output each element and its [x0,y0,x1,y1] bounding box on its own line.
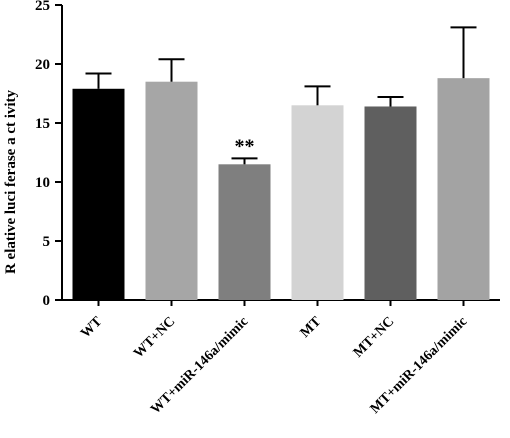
y-tick-label: 10 [35,175,50,191]
y-tick-label: 5 [43,234,51,250]
error-bars [85,26,477,165]
y-tick-label: 20 [35,57,50,73]
x-tick-label: MT [298,314,325,341]
y-axis-label: R elative luci ferase a ct ivity [3,89,19,274]
bar [72,88,125,300]
x-tick-label: WT [78,314,106,342]
bar [437,78,490,300]
annotations: ** [235,135,255,157]
x-tick-label: MT+NC [351,314,397,360]
y-tick-label: 25 [35,0,50,14]
y-axis: 0 5 10 15 20 25 [35,0,63,309]
x-tick-label: WT+NC [131,314,178,361]
y-tick-label: 0 [43,293,51,309]
bar [291,105,344,300]
y-tick-label: 15 [35,116,50,132]
bar [145,81,198,300]
bar [218,164,271,300]
significance-marker: ** [235,135,255,157]
bars [72,78,490,300]
x-axis [62,299,500,306]
bar [364,106,417,300]
